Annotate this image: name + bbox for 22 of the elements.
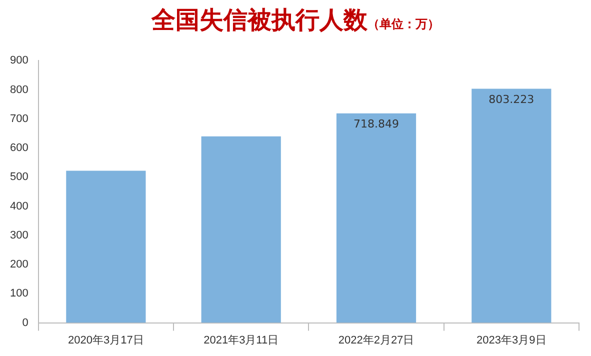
chart-title: 全国失信被执行人数 [152, 5, 368, 34]
x-tick-label: 2020年3月17日 [68, 334, 144, 346]
y-tick-label: 300 [10, 229, 28, 242]
y-tick-label: 800 [10, 84, 28, 96]
y-tick-label: 400 [10, 200, 28, 212]
x-tick-label: 2022年2月27日 [338, 334, 414, 346]
bar [336, 113, 416, 323]
y-tick-label: 700 [10, 112, 28, 125]
y-tick-label: 900 [10, 54, 28, 67]
bar [201, 136, 281, 323]
y-tick-label: 600 [10, 142, 28, 154]
y-tick-label: 100 [10, 288, 28, 300]
data-label: 718.849 [354, 118, 400, 131]
x-tick-label: 2023年3月9日 [476, 334, 546, 346]
x-tick-label: 2021年3月11日 [204, 334, 279, 346]
y-tick-label: 0 [22, 316, 28, 329]
data-label: 803.223 [488, 93, 534, 106]
y-tick-label: 200 [10, 258, 28, 271]
bar [66, 170, 146, 323]
bar [472, 88, 552, 323]
y-tick-label: 500 [10, 171, 28, 184]
chart-subtitle: （单位：万） [368, 17, 440, 31]
